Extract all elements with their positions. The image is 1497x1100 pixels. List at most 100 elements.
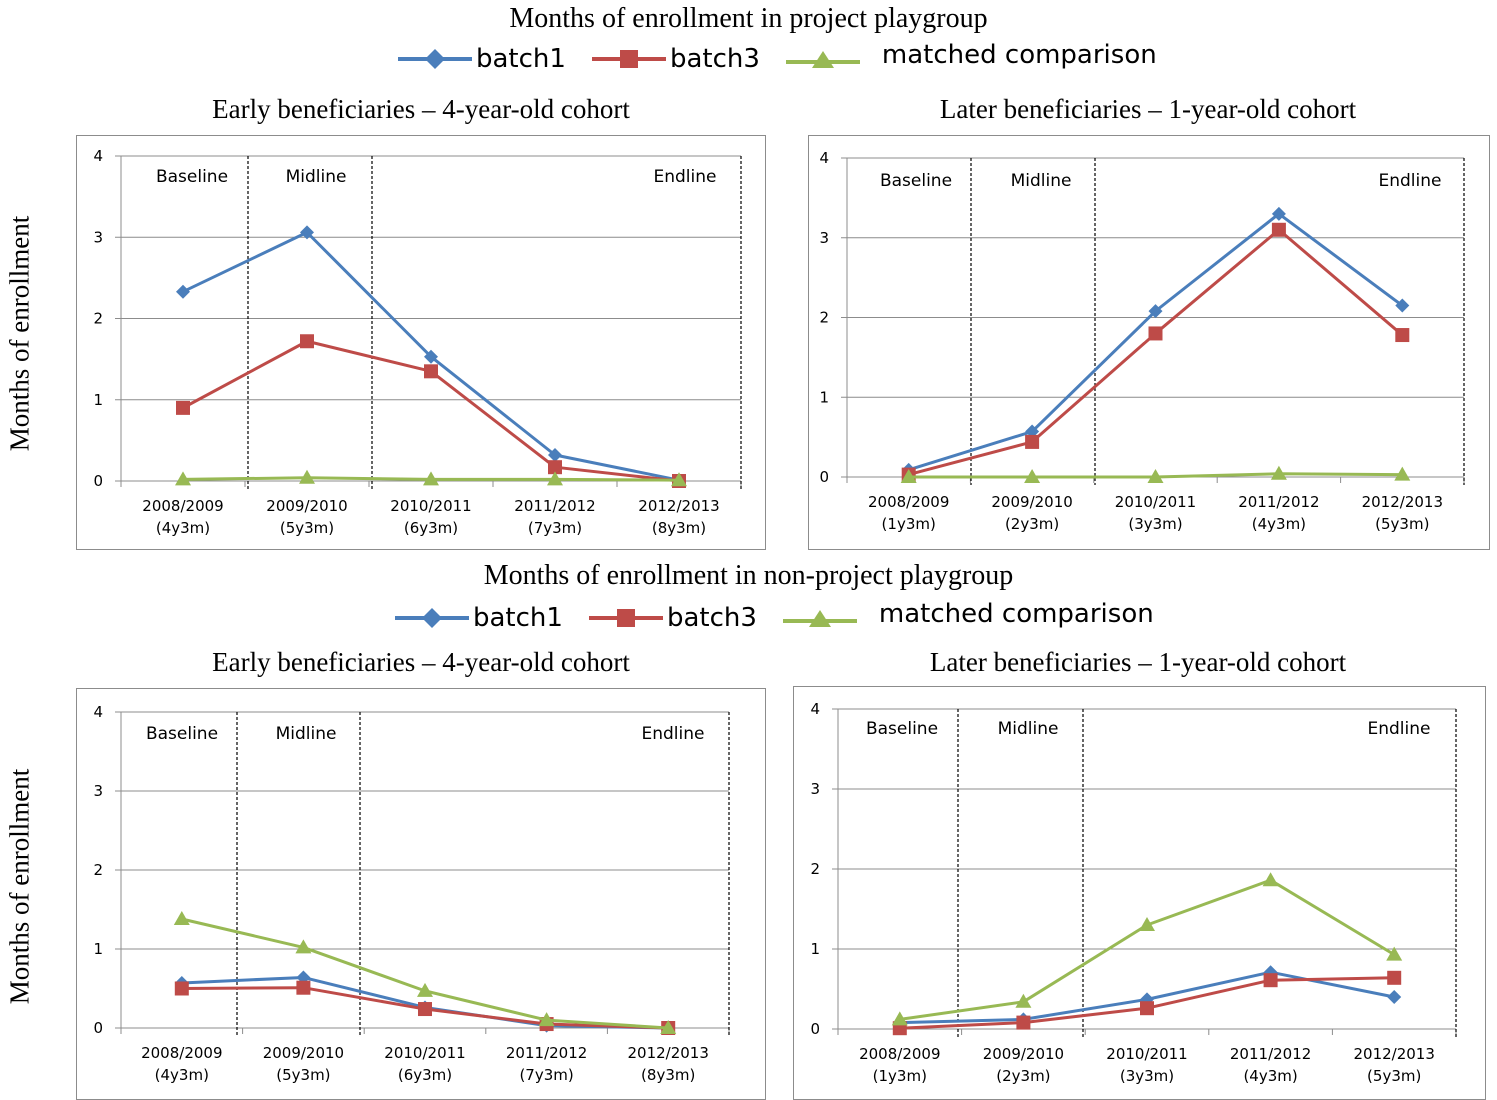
y-tick-label: 0 <box>93 1019 103 1037</box>
phase-label-endline: Endline <box>642 724 705 744</box>
x-tick-label: (1y3m) <box>873 1067 927 1085</box>
y-tick-label: 3 <box>819 229 829 247</box>
x-tick-label: 2010/2011 <box>384 1044 465 1062</box>
data-point-batch1 <box>1387 990 1402 1004</box>
panel-title-bottom-right: Later beneficiaries – 1-year-old cohort <box>929 647 1347 677</box>
chart-svg: 0 1 2 3 4 Baseline Midline Endline 2008/2009 (1y3… <box>810 700 1457 1085</box>
data-point-batch3 <box>1263 973 1278 988</box>
y-tick-label: 4 <box>93 147 103 165</box>
phase-label-baseline: Baseline <box>880 171 952 191</box>
y-tick-label: 2 <box>93 310 103 328</box>
data-point-matched-comparison <box>891 1011 908 1026</box>
data-point-batch1 <box>548 448 562 462</box>
y-tick-label: 3 <box>810 780 820 798</box>
series-line-batch1 <box>908 212 1404 472</box>
phase-label-endline: Endline <box>1368 719 1431 739</box>
data-point-batch3 <box>1148 326 1163 341</box>
y-tick-label: 1 <box>819 388 829 406</box>
y-tick-label: 4 <box>819 149 829 167</box>
phase-label-baseline: Baseline <box>866 719 938 739</box>
legend-label-batch3: batch3 <box>669 44 760 74</box>
data-point-matched-comparison <box>299 469 315 484</box>
x-tick-label: 2009/2010 <box>991 493 1072 511</box>
x-tick-label: 2011/2012 <box>506 1044 587 1062</box>
x-tick-label: (2y3m) <box>996 1067 1050 1085</box>
data-point-matched-comparison <box>1024 469 1041 483</box>
y-tick-label: 0 <box>93 472 103 490</box>
batch1-line-diamond-icon <box>398 49 472 69</box>
data-point-batch3 <box>300 334 314 349</box>
x-tick-label: 2012/2013 <box>1353 1045 1434 1063</box>
x-tick-label: 2011/2012 <box>514 497 595 515</box>
legend-project: batch1 batch3 matched comparison <box>398 40 1183 74</box>
phase-label-midline: Midline <box>1011 171 1072 191</box>
x-tick-label: 2008/2009 <box>868 493 949 511</box>
chart-svg: 0 1 2 3 4 Baseline Midline Endline 2008/2009 (4y3… <box>93 703 730 1084</box>
x-tick-label: (5y3m) <box>280 519 334 537</box>
x-tick-label: (7y3m) <box>519 1066 573 1084</box>
legend-label-batch1: batch1 <box>473 603 563 633</box>
x-tick-label: (3y3m) <box>1120 1067 1174 1085</box>
x-tick-label: (8y3m) <box>641 1066 695 1084</box>
data-point-matched-comparison <box>175 471 191 486</box>
y-tick-label: 1 <box>93 940 103 958</box>
x-tick-label: (5y3m) <box>1367 1067 1421 1085</box>
data-point-matched-comparison <box>173 910 190 925</box>
y-tick-label: 0 <box>819 468 829 486</box>
section-title-project: Months of enrollment in project playgrou… <box>509 3 988 34</box>
data-point-batch1 <box>300 225 314 240</box>
y-tick-label: 1 <box>810 940 820 958</box>
comparison-line-triangle-icon <box>785 51 860 68</box>
x-tick-label: 2009/2010 <box>263 1044 344 1062</box>
x-tick-label: 2011/2012 <box>1238 493 1319 511</box>
y-tick-label: 2 <box>93 861 103 879</box>
data-point-batch1 <box>1271 206 1286 221</box>
y-tick-label: 0 <box>810 1020 820 1038</box>
data-point-matched-comparison <box>900 469 917 483</box>
data-point-batch1 <box>1395 298 1410 313</box>
data-point-batch3 <box>1025 434 1040 449</box>
y-tick-label: 4 <box>810 700 820 718</box>
x-tick-label: 2012/2013 <box>638 497 719 515</box>
data-point-matched-comparison <box>423 471 439 486</box>
batch1-line-diamond-icon <box>395 608 469 628</box>
phase-label-midline: Midline <box>276 724 337 744</box>
x-tick-label: 2008/2009 <box>142 497 223 515</box>
data-point-matched-comparison <box>671 472 687 487</box>
x-tick-label: (1y3m) <box>882 515 936 533</box>
y-tick-label: 2 <box>819 309 829 327</box>
y-tick-label: 2 <box>810 860 820 878</box>
phase-label-midline: Midline <box>286 167 347 187</box>
chart-svg: 0 1 2 3 4 Baseline Midline Endline 2008/2009 (1y3… <box>819 149 1465 533</box>
data-point-matched-comparison <box>1262 872 1279 887</box>
x-tick-label: (4y3m) <box>155 1066 209 1084</box>
phase-label-midline: Midline <box>998 719 1059 739</box>
data-point-batch3 <box>296 980 311 995</box>
legend-label-batch1: batch1 <box>476 44 566 74</box>
data-point-batch1 <box>176 284 190 299</box>
data-point-matched-comparison <box>660 1020 677 1034</box>
legend-item-batch3: batch3 <box>588 603 757 633</box>
legend-label-batch3: batch3 <box>666 603 757 633</box>
data-point-batch1 <box>1140 992 1154 1007</box>
legend-label-matched-comparison: matched comparison <box>881 40 1157 70</box>
chart-panel-non-project-later: 0 1 2 3 4 Baseline Midline Endline 2008/2009 (1y3… <box>793 686 1486 1100</box>
legend-item-batch3: batch3 <box>591 44 760 74</box>
data-point-batch3 <box>1016 1015 1031 1030</box>
x-tick-label: (6y3m) <box>398 1066 452 1084</box>
chart-panel-project-later: 0 1 2 3 4 Baseline Midline Endline 2008/2009 (1y3… <box>808 135 1490 550</box>
y-axis-label-top: Months of enrollment <box>4 215 35 452</box>
x-tick-label: 2009/2010 <box>983 1045 1064 1063</box>
phase-label-baseline: Baseline <box>146 724 218 744</box>
legend-item-matched-comparison: matched comparison <box>782 599 1154 633</box>
x-tick-label: (8y3m) <box>652 519 706 537</box>
data-point-matched-comparison <box>1270 465 1287 480</box>
data-point-matched-comparison <box>1386 946 1403 961</box>
x-tick-label: (4y3m) <box>1252 515 1306 533</box>
data-point-batch3 <box>1395 328 1410 343</box>
series-line-batch3 <box>908 228 1404 477</box>
x-tick-label: 2012/2013 <box>627 1044 708 1062</box>
legend-non-project: batch1 batch3 matched comparison <box>395 599 1180 633</box>
data-point-matched-comparison <box>1015 993 1032 1008</box>
x-tick-label: 2009/2010 <box>266 497 347 515</box>
